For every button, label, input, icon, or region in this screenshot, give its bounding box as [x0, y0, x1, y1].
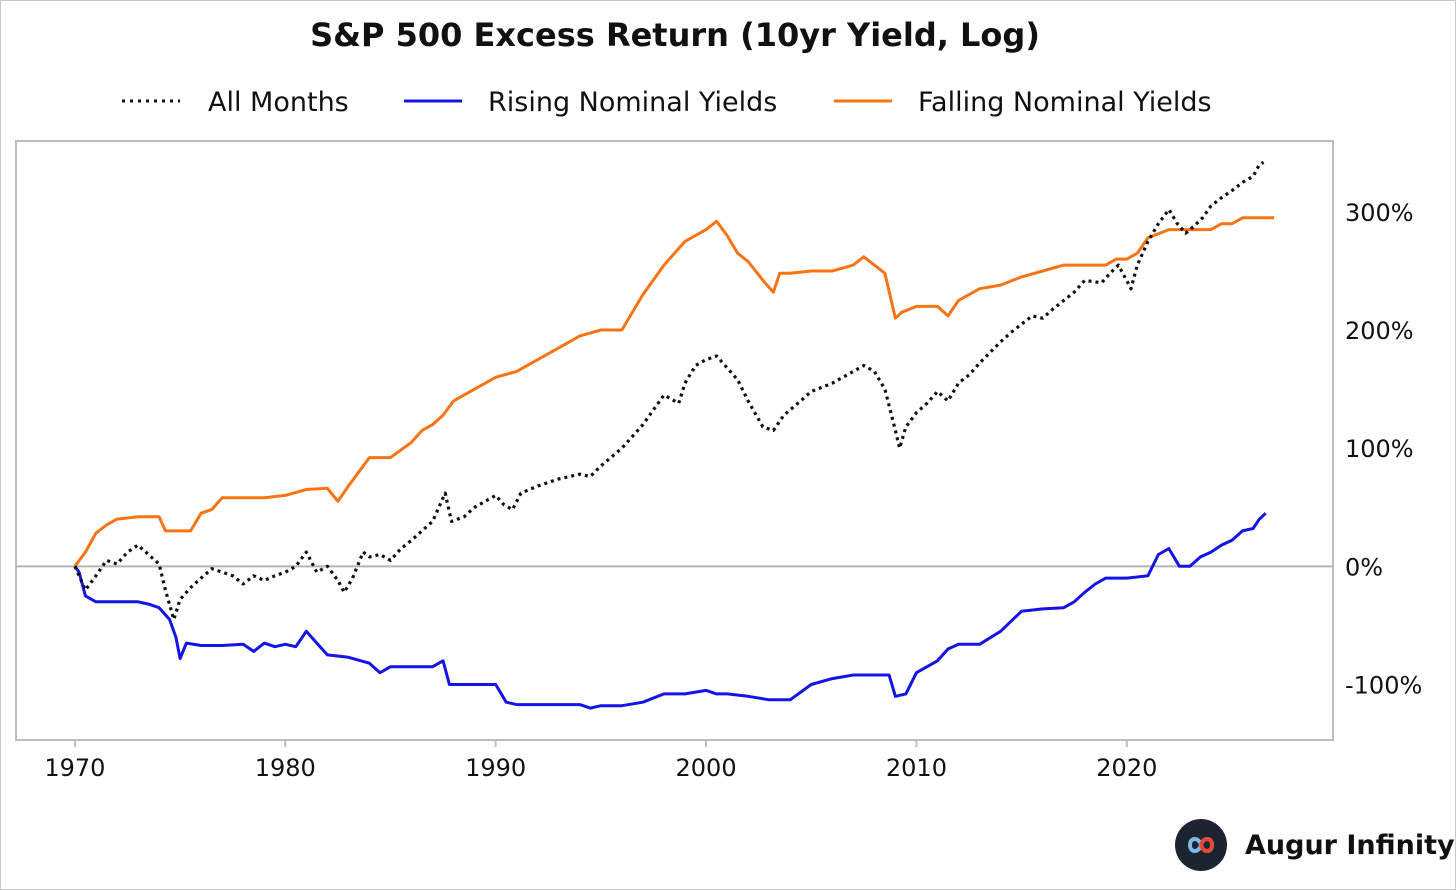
- legend-label-rising-yields: Rising Nominal Yields: [488, 87, 777, 118]
- x-tick-label: 1980: [255, 754, 316, 782]
- legend-item-falling-yields: Falling Nominal Yields: [834, 87, 1212, 118]
- brand-name: Augur Infinity: [1245, 830, 1455, 861]
- y-tick-label: 0%: [1345, 553, 1383, 581]
- plot-area: [15, 140, 1334, 741]
- legend: All Months Rising Nominal Yields Falling…: [122, 87, 1212, 118]
- y-tick-label: 300%: [1345, 199, 1414, 227]
- chart-title: S&P 500 Excess Return (10yr Yield, Log): [310, 16, 1040, 54]
- y-axis-ticks: 300% 200% 100% 0% -100%: [1345, 199, 1422, 700]
- x-tick-label: 2010: [886, 754, 947, 782]
- legend-label-falling-yields: Falling Nominal Yields: [918, 87, 1212, 118]
- x-tick-label: 2000: [676, 754, 737, 782]
- series-line-rising-nominal-yields: [73, 512, 1267, 710]
- x-tick-label: 1990: [465, 754, 526, 782]
- y-tick-label: 100%: [1345, 435, 1414, 463]
- x-axis-ticks: 1970 1980 1990 2000 2010 2020: [44, 740, 1157, 782]
- infinity-logo-icon: [1175, 819, 1227, 871]
- y-tick-label: 200%: [1345, 317, 1414, 345]
- legend-item-rising-yields: Rising Nominal Yields: [404, 87, 777, 118]
- x-tick-label: 1970: [44, 754, 105, 782]
- y-tick-label: -100%: [1345, 671, 1422, 699]
- x-tick-label: 2020: [1096, 754, 1157, 782]
- series-layer: [73, 160, 1275, 710]
- series-line-falling-nominal-yields: [73, 216, 1275, 568]
- series-line-all-months: [73, 160, 1265, 622]
- legend-item-all-months: All Months: [122, 87, 349, 118]
- brand: Augur Infinity: [1175, 819, 1455, 871]
- legend-label-all-months: All Months: [208, 87, 349, 118]
